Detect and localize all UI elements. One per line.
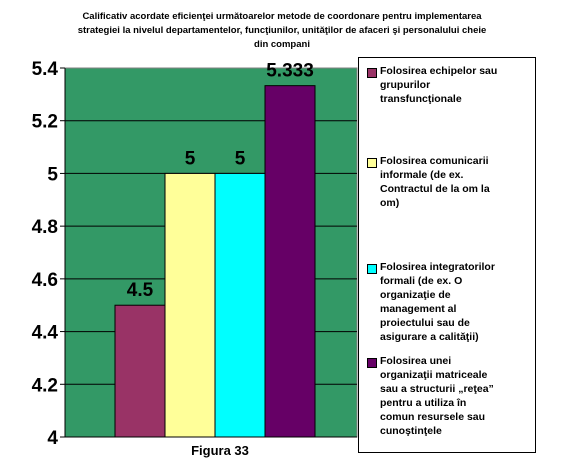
legend-label-line: organizaţii matriceale — [380, 369, 488, 381]
legend-entry-3: Folosirea integratorilor formali (de ex. … — [367, 260, 533, 344]
chart-title: Calificativ acordate eficienţei următoar… — [0, 10, 564, 52]
y-tick-label: 4.4 — [32, 323, 59, 344]
legend-label-line: comun resursele sau — [380, 411, 486, 423]
x-axis-label: Figura 33 — [191, 443, 249, 458]
bar-4 — [264, 85, 316, 438]
bar-value-label-1: 4.5 — [127, 280, 154, 301]
data-labels: 4.5 5 5 5.333 — [127, 61, 314, 302]
bar-value-label-2: 5 — [185, 148, 196, 169]
y-tick-label: 5 — [47, 164, 58, 185]
legend-label-line: asigurare a calităţii) — [380, 331, 479, 343]
legend-label-line: proiectului sau de — [380, 317, 470, 329]
legend-label-line: grupurilor — [380, 79, 431, 91]
y-tick-label: 4 — [47, 428, 58, 449]
legend-swatch-1 — [367, 68, 377, 78]
bar-2 — [164, 172, 216, 438]
legend-label-line: Folosirea integratorilor — [380, 261, 495, 273]
legend-label-line: Folosirea comunicarii — [380, 155, 489, 167]
legend-entry-4: Folosirea unei organizaţii matriceale sau … — [367, 354, 533, 438]
legend-entry-1: Folosirea echipelor sau grupurilor transfu… — [367, 64, 533, 106]
plot-area — [64, 67, 358, 438]
legend-label-line: management al — [380, 303, 457, 315]
legend-label-line: formali (de ex. O — [380, 275, 463, 287]
legend-label-line: om) — [380, 197, 400, 209]
legend-label-line: sau a structurii „reţea” — [380, 383, 494, 395]
legend-label-line: pentru a utiliza în — [380, 397, 467, 409]
y-tick-label: 4.2 — [32, 375, 58, 396]
legend-swatch-4 — [367, 358, 377, 368]
chart-title-line-3: din compani — [254, 39, 310, 50]
legend-label-line: organizaţie de — [380, 289, 451, 301]
legend: Folosirea echipelor sau grupurilor transfu… — [358, 57, 536, 453]
chart-title-line-2: strategiei la nivelul departamentelor, f… — [77, 25, 487, 36]
bar-value-label-4: 5.333 — [266, 61, 314, 82]
y-tick-label: 5.4 — [32, 59, 59, 80]
legend-label-line: cunoştinţele — [380, 425, 442, 437]
legend-entry-2: Folosirea comunicarii informale (de ex. Co… — [367, 154, 533, 210]
legend-swatch-3 — [367, 264, 377, 274]
legend-label-line: transfuncţionale — [380, 93, 462, 105]
y-tick-label: 4.8 — [32, 217, 58, 238]
y-axis-tick-labels: 4 4.2 4.4 4.6 4.8 5 5.2 5.4 — [32, 59, 65, 449]
bar-1 — [114, 304, 166, 438]
chart-title-line-1: Calificativ acordate eficienţei următoar… — [82, 11, 482, 22]
bar-3 — [214, 172, 266, 438]
legend-label-line: Contractul de la om la — [380, 183, 490, 195]
y-tick-label: 5.2 — [32, 112, 58, 133]
legend-label-line: Folosirea unei — [380, 355, 452, 367]
legend-label-line: informale (de ex. — [380, 169, 464, 181]
legend-label-line: Folosirea echipelor sau — [380, 65, 498, 77]
legend-swatch-2 — [367, 158, 377, 168]
bar-value-label-3: 5 — [235, 148, 246, 169]
y-tick-label: 4.6 — [32, 270, 58, 291]
